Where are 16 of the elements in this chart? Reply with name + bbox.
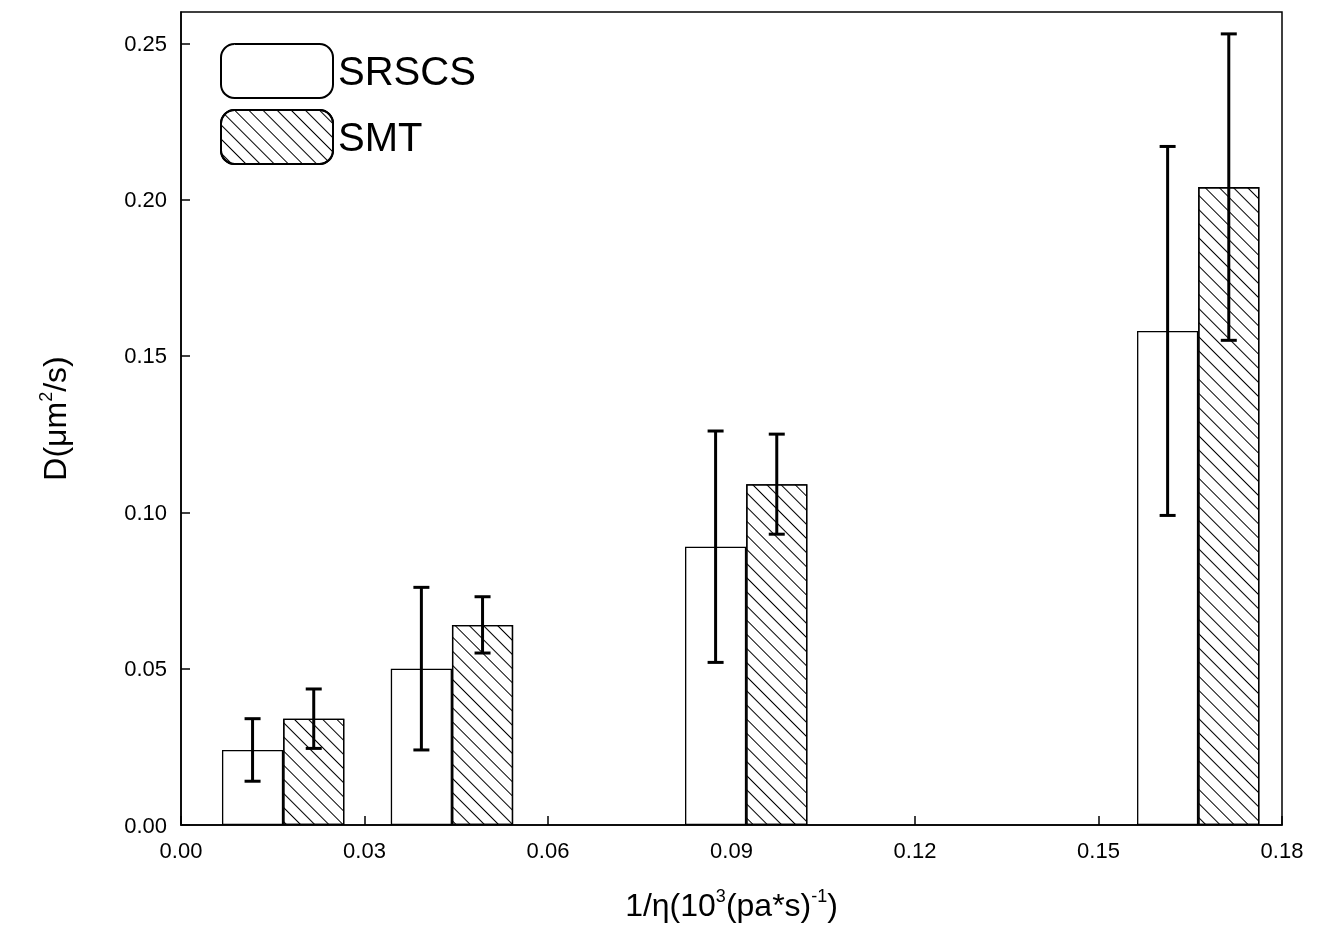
y-tick-label: 0.05 [124,656,167,682]
y-tick-label: 0.25 [124,30,167,56]
x-tick-label: 0.09 [710,837,753,863]
x-tick-label: 0.12 [893,837,937,863]
y-tick-label: 0.00 [124,812,167,838]
y-tick-label: 0.10 [124,499,167,525]
x-tick-label: 0.03 [343,837,386,863]
y-tick-label: 0.20 [124,187,167,213]
x-tick-label: 0.00 [159,837,203,863]
y-axis-title: D(μm2/s) [36,356,73,481]
legend-label: SRSCS [338,49,476,93]
x-tick-label: 0.18 [1260,837,1304,863]
legend-label: SMT [338,115,423,159]
x-tick-label: 0.06 [526,837,570,863]
y-tick-label: 0.15 [124,343,167,369]
x-tick-label: 0.15 [1077,837,1120,863]
